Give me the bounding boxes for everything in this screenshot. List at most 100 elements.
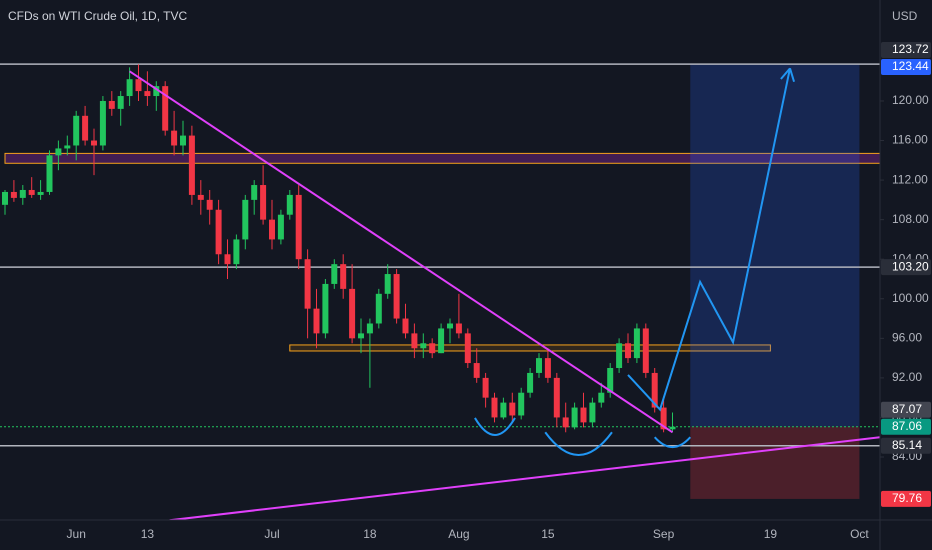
candle-body: [455, 323, 462, 334]
candle-body: [660, 407, 667, 430]
candle-body: [580, 407, 587, 423]
trendline: [627, 68, 791, 412]
candle-body: [55, 148, 62, 156]
candle-body: [616, 343, 623, 368]
candle-body: [215, 209, 222, 255]
candle-body: [358, 333, 364, 339]
candle-body: [607, 367, 614, 393]
candle-body: [162, 86, 169, 131]
candle-body: [269, 219, 275, 240]
candle-body: [411, 333, 418, 349]
price-tag: [881, 58, 931, 75]
y-tick-label: 112.00: [892, 172, 928, 186]
candle-body: [536, 358, 542, 373]
candle-body: [260, 185, 267, 220]
x-tick-label: Aug: [448, 527, 469, 541]
candle-body: [384, 274, 391, 294]
x-tick-label: Jul: [264, 527, 279, 541]
candle-body: [642, 328, 649, 373]
price-tag: [881, 259, 931, 276]
price-tag-label: 85.14: [892, 438, 922, 452]
position-target: [690, 64, 860, 427]
candle-body: [206, 199, 213, 210]
candle-body: [46, 155, 53, 192]
price-tag-label: 103.20: [892, 259, 929, 273]
candle-body: [340, 264, 347, 289]
candle-body: [544, 358, 551, 378]
candle-body: [19, 189, 26, 198]
candle-body: [242, 199, 249, 240]
candle-body: [651, 372, 658, 408]
y-tick-label: 108.00: [892, 212, 929, 226]
candle-body: [188, 135, 195, 195]
candle-body: [500, 402, 507, 418]
candle-body: [197, 194, 204, 200]
candle-body: [99, 100, 106, 146]
candle-body: [464, 333, 471, 364]
candle-body: [598, 392, 605, 403]
candle-body: [331, 264, 338, 284]
zone: [4, 152, 880, 164]
candle-body: [2, 191, 8, 205]
y-tick-label: 96.00: [892, 330, 922, 344]
axes: 84.0088.0092.0096.00100.00104.00108.0011…: [67, 41, 931, 541]
pattern-curve: [474, 417, 516, 436]
candle-body: [553, 377, 560, 418]
price-tag: [881, 437, 931, 454]
arrow-head: [780, 67, 791, 80]
pattern-curve: [653, 436, 692, 449]
candle-body: [633, 328, 640, 359]
zone: [289, 344, 771, 352]
candle-body: [518, 392, 525, 416]
candle-body: [527, 372, 534, 393]
candle-body: [625, 343, 631, 359]
y-tick-label: 100.00: [892, 291, 929, 305]
price-tag: [881, 418, 931, 435]
candle-body: [28, 189, 35, 195]
x-tick-label: 19: [764, 527, 778, 541]
candle-body: [438, 328, 445, 354]
candle-body: [233, 239, 240, 265]
candle-body: [669, 426, 676, 430]
price-tag: [881, 41, 931, 58]
candle-body: [37, 191, 44, 195]
x-tick-label: 13: [141, 527, 155, 541]
candle-body: [393, 274, 400, 319]
price-tag-label: 123.44: [892, 59, 929, 73]
x-tick-label: 18: [363, 527, 377, 541]
trendline: [129, 70, 674, 434]
candle-body: [144, 91, 151, 97]
candle-body: [589, 402, 596, 423]
candle-body: [73, 115, 80, 146]
candle-body: [295, 194, 302, 260]
trendline: [169, 436, 880, 520]
candle-body: [509, 402, 516, 416]
candle-body: [180, 135, 186, 146]
candle-body: [224, 254, 231, 265]
price-tag-label: 123.72: [892, 42, 929, 56]
x-tick-label: 15: [541, 527, 555, 541]
price-tag: [881, 401, 931, 418]
candle-body: [313, 308, 320, 334]
candle-body: [91, 140, 97, 146]
y-tick-label: 120.00: [892, 93, 929, 107]
candle-body: [304, 259, 311, 309]
candle-body: [491, 397, 498, 418]
candle-body: [562, 417, 569, 428]
candle-body: [277, 214, 284, 240]
plot-area: [0, 63, 880, 520]
price-tag-label: 87.07: [892, 402, 922, 416]
candle-body: [349, 288, 356, 339]
candle-body: [64, 145, 71, 149]
candle-body: [108, 100, 115, 109]
candle-body: [571, 407, 578, 428]
candle-body: [286, 194, 293, 215]
x-tick-label: Jun: [67, 527, 86, 541]
currency: USD: [892, 9, 918, 23]
candle-body: [366, 323, 373, 334]
candle-body: [402, 318, 409, 334]
price-tag: [881, 490, 931, 507]
candle-body: [153, 86, 160, 97]
candle-body: [135, 79, 142, 92]
